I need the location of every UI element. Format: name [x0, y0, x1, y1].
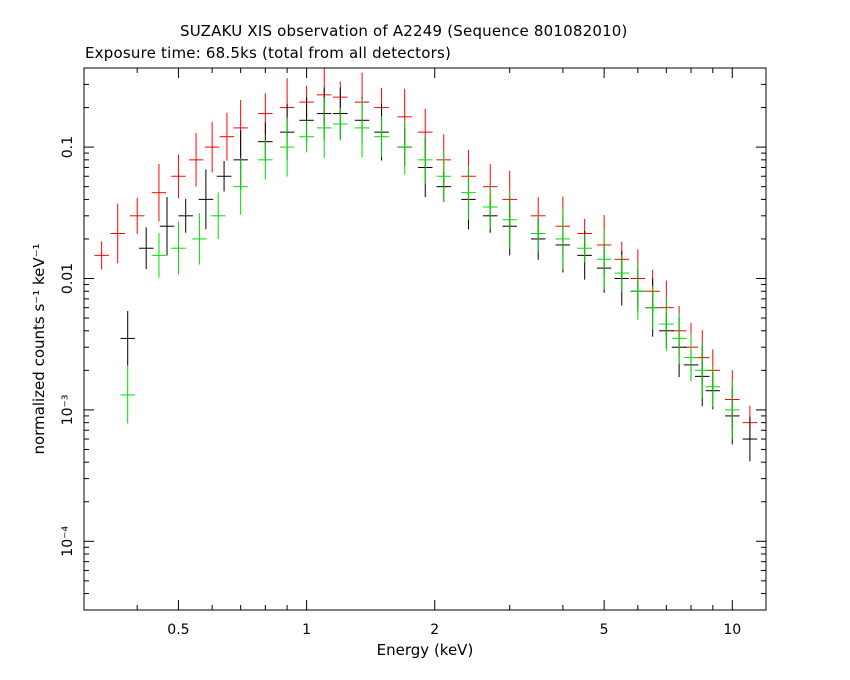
data-point — [683, 333, 699, 382]
chart-subtitle: Exposure time: 68.5ks (total from all de… — [85, 44, 452, 62]
data-point — [374, 116, 389, 158]
x-axis-label: Energy (keV) — [377, 641, 474, 659]
data-point — [482, 185, 498, 229]
data-point — [171, 154, 186, 199]
data-point — [659, 297, 674, 351]
data-point — [159, 196, 175, 256]
plot-frame — [83, 67, 767, 611]
data-point — [198, 169, 214, 230]
data-point — [233, 158, 248, 215]
data-point — [630, 262, 646, 321]
data-point — [120, 366, 135, 424]
data-point — [397, 119, 412, 175]
data-point — [188, 133, 204, 187]
data-point — [436, 151, 452, 202]
series-1 — [120, 87, 758, 462]
y-tick-label: 0.01 — [60, 263, 76, 294]
data-layer — [94, 68, 758, 462]
data-point — [742, 416, 758, 462]
data-point — [705, 366, 721, 408]
data-point — [596, 229, 612, 290]
data-point — [461, 165, 476, 220]
data-point — [354, 98, 370, 158]
data-point — [151, 163, 167, 222]
y-tick-label: 10⁻⁴ — [60, 526, 76, 557]
data-point — [129, 197, 145, 234]
data-point — [210, 192, 226, 240]
data-point — [694, 342, 710, 399]
data-point — [216, 161, 232, 192]
data-point — [110, 203, 125, 264]
data-point — [645, 285, 660, 330]
data-point — [316, 97, 332, 158]
data-point — [725, 380, 740, 440]
data-point — [671, 313, 687, 364]
data-point — [178, 198, 193, 233]
data-point — [258, 140, 273, 180]
data-point — [120, 310, 135, 366]
y-tick-label: 0.1 — [60, 136, 76, 158]
chart-title: SUZAKU XIS observation of A2249 (Sequenc… — [180, 22, 628, 40]
data-point — [94, 241, 109, 270]
x-tick-label: 0.5 — [167, 622, 189, 638]
y-axis-label: normalized counts s⁻¹ keV⁻¹ — [30, 243, 48, 454]
x-tick-label: 5 — [600, 622, 609, 638]
data-point — [192, 213, 207, 265]
data-point — [151, 232, 167, 278]
data-point — [299, 120, 314, 153]
data-point — [502, 190, 517, 249]
x-tick-label: 2 — [430, 622, 439, 638]
data-point — [530, 215, 546, 252]
series-2 — [120, 97, 740, 440]
x-tick-label: 1 — [302, 622, 311, 638]
data-point — [577, 234, 592, 263]
data-point — [219, 112, 235, 161]
data-point — [138, 227, 154, 270]
data-point — [333, 107, 348, 141]
data-point — [418, 135, 433, 184]
data-point — [555, 209, 571, 269]
ticks-layer: 0.5 1 2 5 10 0.1 0.01 10⁻³ 10⁻⁴ — [60, 67, 766, 638]
y-tick-label: 10⁻³ — [60, 394, 76, 425]
data-point — [204, 121, 220, 173]
data-point — [614, 254, 630, 292]
x-tick-label: 10 — [723, 622, 741, 638]
series-0 — [94, 68, 758, 440]
data-point — [171, 221, 186, 275]
data-point — [279, 117, 295, 177]
